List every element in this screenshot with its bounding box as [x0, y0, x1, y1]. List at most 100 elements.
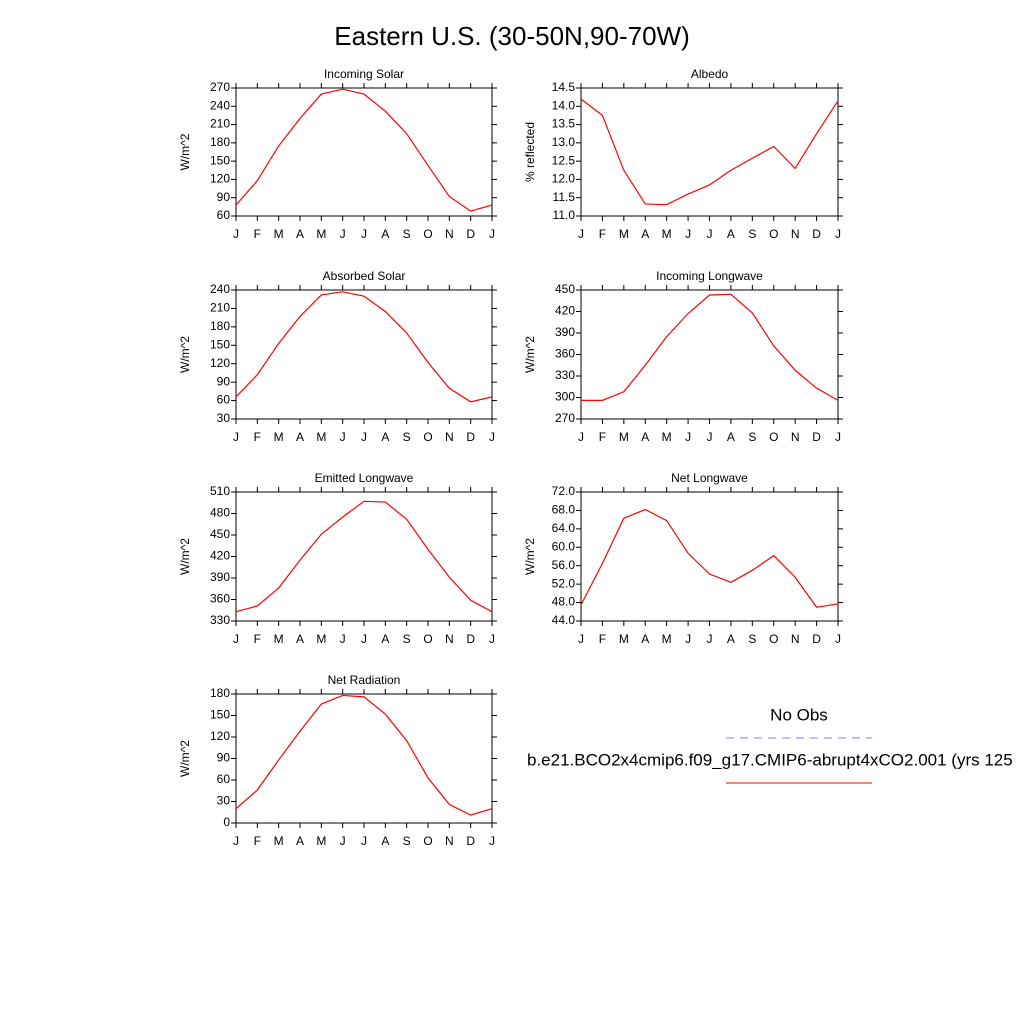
- y-tick-label: 150: [210, 708, 230, 722]
- x-tick-label: S: [403, 227, 411, 241]
- x-tick-label: M: [274, 430, 284, 444]
- x-tick-label: O: [423, 834, 432, 848]
- y-tick-label: 300: [555, 390, 575, 404]
- x-tick-label: S: [403, 834, 411, 848]
- y-tick-label: 68.0: [552, 503, 576, 517]
- y-axis-label: W/m^2: [178, 538, 192, 575]
- y-tick-label: 150: [210, 153, 230, 167]
- x-tick-label: O: [769, 227, 778, 241]
- y-axis-label: W/m^2: [178, 740, 192, 777]
- panel-title: Net Longwave: [671, 471, 748, 485]
- data-line: [580, 98, 839, 206]
- x-tick-label: O: [423, 227, 432, 241]
- x-tick-label: A: [296, 430, 304, 444]
- x-tick-label: D: [812, 227, 821, 241]
- x-tick-label: J: [489, 632, 495, 646]
- y-tick-label: 240: [210, 98, 230, 112]
- y-tick-label: 60: [217, 393, 231, 407]
- data-line: [235, 291, 493, 403]
- y-tick-label: 120: [210, 729, 230, 743]
- panel-title: Absorbed Solar: [323, 269, 406, 283]
- x-tick-label: N: [445, 430, 454, 444]
- y-tick-label: 360: [210, 592, 230, 606]
- y-tick-label: 12.5: [552, 153, 576, 167]
- x-tick-label: S: [748, 227, 756, 241]
- x-tick-label: M: [274, 834, 284, 848]
- data-line: [235, 694, 493, 816]
- x-tick-label: O: [769, 632, 778, 646]
- x-tick-label: A: [641, 227, 649, 241]
- x-tick-label: J: [578, 430, 584, 444]
- x-tick-label: S: [403, 632, 411, 646]
- y-tick-label: 72.0: [552, 484, 576, 498]
- x-tick-label: D: [466, 632, 475, 646]
- y-tick-label: 60.0: [552, 539, 576, 553]
- x-tick-label: F: [599, 227, 606, 241]
- x-tick-label: M: [274, 632, 284, 646]
- x-tick-label: D: [466, 227, 475, 241]
- x-tick-label: M: [662, 430, 672, 444]
- x-tick-label: A: [296, 227, 304, 241]
- x-tick-label: F: [254, 430, 261, 444]
- x-tick-label: M: [662, 227, 672, 241]
- x-tick-label: J: [489, 430, 495, 444]
- x-tick-label: N: [445, 227, 454, 241]
- x-tick-label: M: [316, 632, 326, 646]
- x-tick-label: S: [403, 430, 411, 444]
- y-tick-label: 150: [210, 337, 230, 351]
- x-tick-label: J: [340, 430, 346, 444]
- x-tick-label: M: [619, 430, 629, 444]
- y-tick-label: 390: [210, 570, 230, 584]
- x-tick-label: J: [233, 632, 239, 646]
- y-tick-label: 64.0: [552, 521, 576, 535]
- x-tick-label: J: [707, 632, 713, 646]
- x-tick-label: N: [445, 632, 454, 646]
- y-tick-label: 48.0: [552, 595, 576, 609]
- y-axis-label: W/m^2: [523, 538, 537, 575]
- x-tick-label: M: [274, 227, 284, 241]
- y-tick-label: 180: [210, 686, 230, 700]
- x-tick-label: M: [619, 632, 629, 646]
- x-tick-label: J: [835, 430, 841, 444]
- y-tick-label: 60: [217, 208, 231, 222]
- x-tick-label: M: [316, 227, 326, 241]
- y-tick-label: 390: [555, 325, 575, 339]
- x-tick-label: J: [233, 834, 239, 848]
- y-tick-label: 360: [555, 347, 575, 361]
- y-tick-label: 120: [210, 172, 230, 186]
- y-tick-label: 270: [210, 80, 230, 94]
- y-tick-label: 270: [555, 411, 575, 425]
- x-tick-label: F: [254, 632, 261, 646]
- y-tick-label: 330: [210, 613, 230, 627]
- y-tick-label: 450: [210, 527, 230, 541]
- legend-label: No Obs: [770, 705, 828, 724]
- x-tick-label: F: [254, 227, 261, 241]
- x-tick-label: F: [599, 632, 606, 646]
- x-tick-label: A: [381, 430, 389, 444]
- x-tick-label: F: [254, 834, 261, 848]
- x-tick-label: M: [316, 430, 326, 444]
- y-tick-label: 14.0: [552, 98, 576, 112]
- x-tick-label: J: [685, 430, 691, 444]
- x-tick-label: J: [578, 632, 584, 646]
- y-tick-label: 90: [217, 190, 231, 204]
- x-tick-label: N: [445, 834, 454, 848]
- y-tick-label: 180: [210, 135, 230, 149]
- y-tick-label: 210: [210, 301, 230, 315]
- x-tick-label: J: [340, 227, 346, 241]
- x-tick-label: J: [340, 632, 346, 646]
- y-tick-label: 12.0: [552, 172, 576, 186]
- x-tick-label: A: [727, 632, 735, 646]
- x-tick-label: S: [748, 632, 756, 646]
- x-tick-label: N: [791, 632, 800, 646]
- x-tick-label: J: [578, 227, 584, 241]
- y-tick-label: 14.5: [552, 80, 576, 94]
- x-tick-label: D: [466, 430, 475, 444]
- x-tick-label: D: [466, 834, 475, 848]
- x-tick-label: A: [381, 227, 389, 241]
- figure-title: Eastern U.S. (30-50N,90-70W): [334, 21, 689, 51]
- x-tick-label: O: [423, 632, 432, 646]
- x-tick-label: J: [835, 632, 841, 646]
